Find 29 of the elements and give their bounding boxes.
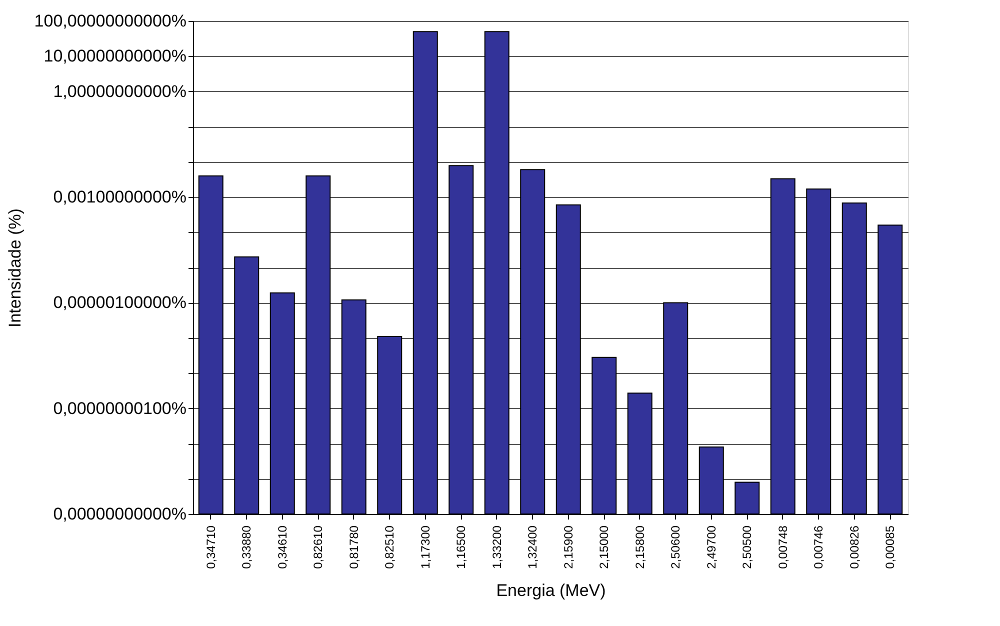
x-tick-label: 0,00826	[847, 525, 862, 569]
x-tick-label: 1,32400	[526, 525, 540, 569]
x-tick-label: 0,34710	[204, 525, 218, 569]
x-tick-label: 2,15000	[597, 525, 612, 569]
x-tick-label: 0,82510	[382, 525, 397, 569]
x-tick-label: 2,15800	[632, 525, 647, 569]
x-tick-label: 1,16500	[454, 525, 468, 569]
y-axis-title: Intensidade (%)	[5, 208, 24, 328]
y-tick-label: 0,00100000000%	[53, 188, 186, 207]
x-tick-label: 2,50600	[668, 525, 683, 569]
x-tick-label: 0,33880	[240, 525, 254, 569]
x-tick-label: 2,50500	[740, 525, 754, 569]
x-tick-label: 0,00746	[812, 525, 826, 569]
x-axis-title: Energia (MeV)	[496, 580, 606, 600]
x-tick-label: 1,33200	[490, 525, 504, 569]
y-tick-label: 10,00000000000%	[44, 46, 186, 66]
y-tick-label: 0,00000100000%	[53, 293, 186, 312]
y-tick-label: 100,00000000000%	[34, 12, 186, 30]
x-tick-label: 0,34610	[275, 525, 290, 569]
x-tick-label: 0,81780	[346, 525, 361, 569]
x-tick-label: 0,00085	[883, 525, 898, 569]
x-tick-label: 0,00748	[776, 525, 790, 569]
x-tick-label: 1,17300	[418, 525, 432, 569]
x-tick-label: 2,49700	[704, 525, 718, 569]
y-tick-label: 1,00000000000%	[53, 82, 186, 101]
y-tick-label: 0,00000000000%	[53, 504, 186, 524]
y-tick-label: 0,00000000100%	[53, 398, 186, 418]
x-tick-label: 2,15900	[561, 525, 576, 569]
x-tick-label: 0,82610	[311, 525, 326, 569]
